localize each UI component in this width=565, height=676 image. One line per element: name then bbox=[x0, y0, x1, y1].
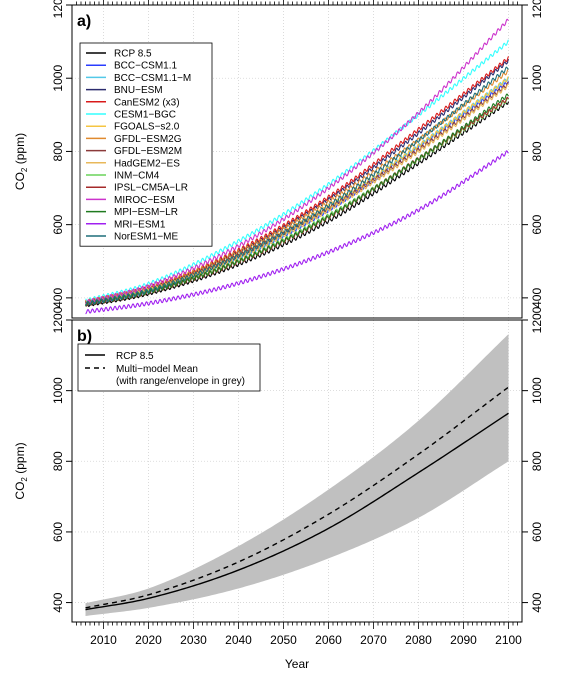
legend-label: BCC−CSM1.1−M bbox=[114, 73, 191, 84]
series-line-multi-model-mean bbox=[85, 386, 509, 609]
legend-label: CESM1−BGC bbox=[114, 110, 176, 121]
series-line-mri-esm1 bbox=[85, 150, 509, 315]
x-tick-label: 2040 bbox=[225, 633, 252, 647]
legend-label: IPSL−CM5A−LR bbox=[114, 183, 188, 194]
legend-label: GFDL−ESM2M bbox=[114, 146, 182, 157]
legend-label: (with range/envelope in grey) bbox=[116, 376, 245, 387]
y-tick-label-left: 400 bbox=[51, 592, 65, 612]
legend-box bbox=[77, 343, 261, 392]
y-tick-label-right: 1000 bbox=[530, 377, 544, 404]
x-tick-label: 2050 bbox=[270, 633, 297, 647]
y-tick-label-right: 1200 bbox=[530, 0, 544, 18]
panel-label: b) bbox=[77, 328, 92, 345]
y-tick-label-left: 1200 bbox=[51, 306, 65, 333]
y-tick-label-right: 800 bbox=[530, 141, 544, 161]
y-tick-label-left: 1200 bbox=[51, 0, 65, 18]
legend-label: RCP 8.5 bbox=[116, 351, 154, 362]
legend-label: FGOALS−s2.0 bbox=[114, 122, 180, 133]
y-tick-label-right: 1200 bbox=[530, 306, 544, 333]
y-tick-label-right: 600 bbox=[530, 522, 544, 542]
x-tick-label: 2030 bbox=[180, 633, 207, 647]
x-tick-label: 2060 bbox=[315, 633, 342, 647]
x-axis-title: Year bbox=[285, 657, 309, 671]
series-line-miroc-esm bbox=[85, 18, 509, 305]
y-tick-label-left: 400 bbox=[51, 288, 65, 308]
y-tick-label-left: 600 bbox=[51, 522, 65, 542]
model-range-envelope bbox=[85, 334, 509, 616]
series-line-noresm1-me bbox=[85, 66, 509, 306]
legend-label: NorESM1−ME bbox=[114, 232, 179, 243]
y-tick-label-left: 1000 bbox=[51, 65, 65, 92]
legend-label: BCC−CSM1.1 bbox=[114, 61, 178, 72]
legend-label: RCP 8.5 bbox=[114, 49, 152, 60]
x-tick-label: 2020 bbox=[135, 633, 162, 647]
y-tick-label-right: 800 bbox=[530, 451, 544, 471]
legend-label: INM−CM4 bbox=[114, 171, 160, 182]
y-axis-title: CO2 (ppm) bbox=[13, 442, 29, 499]
legend-label: MRI−ESM1 bbox=[114, 219, 166, 230]
series-line-rcp-8-5 bbox=[85, 412, 509, 611]
y-tick-label-right: 600 bbox=[530, 214, 544, 234]
y-tick-label-left: 600 bbox=[51, 214, 65, 234]
panel-a: 400 400 600 600 800 800 1000 1000 1200 1200 CO2 (p… bbox=[13, 0, 544, 319]
panel-b: 400 400 600 600 800 800 1000 1000 1200 1200 CO2 (p… bbox=[13, 306, 544, 647]
y-tick-label-right: 400 bbox=[530, 592, 544, 612]
x-tick-label: 2100 bbox=[495, 633, 522, 647]
legend-label: GFDL−ESM2G bbox=[114, 134, 182, 145]
y-tick-label-left: 800 bbox=[51, 141, 65, 161]
legend-label: MPI−ESM−LR bbox=[114, 207, 178, 218]
legend-label: MIROC−ESM bbox=[114, 195, 175, 206]
y-tick-label-left: 1000 bbox=[51, 377, 65, 404]
x-tick-label: 2070 bbox=[360, 633, 387, 647]
legend-label: Multi−model Mean bbox=[116, 364, 198, 375]
y-tick-label-right: 400 bbox=[530, 288, 544, 308]
y-axis-title: CO2 (ppm) bbox=[13, 133, 29, 190]
legend-label: HadGEM2−ES bbox=[114, 158, 180, 169]
panel-label: a) bbox=[77, 13, 91, 30]
y-tick-label-right: 1000 bbox=[530, 65, 544, 92]
y-tick-label-left: 800 bbox=[51, 451, 65, 471]
legend-label: BNU−ESM bbox=[114, 85, 163, 96]
x-tick-label: 2010 bbox=[90, 633, 117, 647]
x-tick-label: 2080 bbox=[405, 633, 432, 647]
x-tick-label: 2090 bbox=[450, 633, 477, 647]
legend-label: CanESM2 (x3) bbox=[114, 97, 180, 108]
